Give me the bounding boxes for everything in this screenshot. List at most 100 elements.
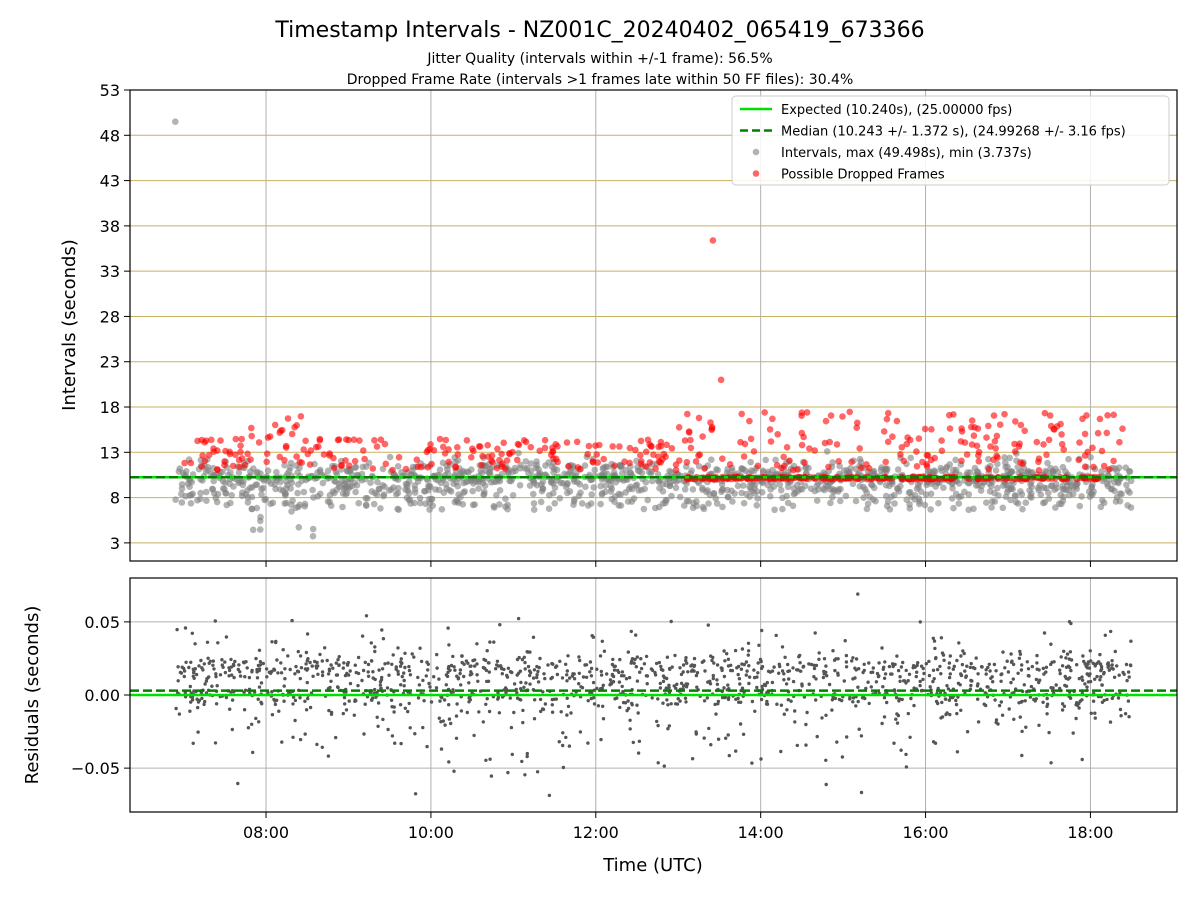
interval-point — [1098, 468, 1105, 475]
dropped-frame-point — [740, 453, 748, 460]
interval-point — [244, 499, 252, 506]
interval-point — [475, 485, 482, 492]
residual-point — [831, 649, 835, 653]
residual-point — [667, 724, 671, 728]
dropped-frame-point — [652, 465, 659, 473]
dropped-frame-point — [476, 443, 484, 450]
interval-point — [533, 461, 540, 469]
residual-point — [726, 664, 731, 668]
residual-point — [1001, 650, 1005, 654]
interval-point — [530, 506, 538, 513]
residual-point — [232, 663, 236, 668]
residual-point — [304, 650, 309, 655]
residual-point — [1035, 661, 1039, 665]
dropped-frame-point — [291, 424, 298, 431]
residual-point — [654, 661, 659, 666]
residual-point — [824, 758, 828, 762]
residual-point — [921, 677, 925, 682]
dropped-frame-point — [1015, 443, 1023, 450]
dropped-frame-point — [214, 447, 221, 454]
residual-point — [904, 752, 908, 757]
residual-point — [495, 663, 499, 667]
residual-point — [590, 634, 594, 638]
residual-point — [675, 682, 679, 686]
residual-point — [827, 682, 832, 687]
residual-point — [1012, 717, 1016, 721]
dropped-frame-point — [463, 437, 471, 444]
interval-point — [764, 468, 772, 476]
dropped-frame-point — [232, 451, 239, 459]
dropped-frame-point — [938, 437, 945, 444]
residual-point — [882, 665, 886, 669]
interval-point — [779, 505, 786, 513]
chart-legend: Expected (10.240s), (25.00000 fps)Median… — [731, 95, 1170, 186]
interval-point — [244, 494, 252, 501]
residual-point — [320, 659, 324, 663]
dropped-frame-point — [921, 425, 929, 433]
residual-point — [683, 696, 688, 700]
residual-point — [932, 677, 936, 681]
residual-point — [290, 618, 294, 623]
residual-point — [877, 674, 881, 678]
dropped-frame-point — [237, 448, 244, 456]
interval-point — [608, 495, 616, 503]
interval-point — [1126, 489, 1133, 496]
dropped-frame-point — [320, 451, 328, 458]
residual-point — [306, 657, 310, 661]
interval-point — [249, 526, 257, 534]
residual-point — [238, 674, 243, 678]
residual-point — [733, 648, 738, 653]
interval-point — [527, 467, 535, 475]
residual-point — [329, 679, 333, 683]
residual-point — [626, 699, 630, 703]
dropped-frame-point — [298, 459, 306, 467]
intervals-y-tick-label: 23 — [100, 353, 120, 372]
interval-point — [784, 499, 792, 507]
dropped-frame-point — [685, 428, 693, 435]
dropped-frame-point — [746, 417, 753, 425]
residual-point — [242, 690, 246, 694]
dropped-frame-point — [913, 448, 920, 455]
interval-point — [708, 456, 715, 464]
residual-point — [961, 649, 965, 653]
residual-point — [390, 705, 394, 709]
residual-point — [842, 679, 846, 683]
residual-point — [681, 663, 686, 667]
residual-point — [276, 671, 280, 675]
dropped-frame-point — [811, 447, 818, 454]
dropped-frame-point — [585, 442, 593, 450]
dropped-frame-point — [659, 456, 666, 463]
residual-point — [523, 773, 527, 777]
residual-point — [456, 676, 461, 680]
residual-point — [525, 751, 529, 756]
residuals-y-tick-label: −0.05 — [71, 759, 120, 778]
residual-point — [628, 718, 632, 722]
interval-point — [1115, 464, 1123, 472]
interval-point — [852, 497, 860, 505]
residual-point — [298, 737, 303, 742]
dropped-frame-point — [880, 428, 888, 435]
dropped-frame-point — [822, 417, 830, 425]
interval-point — [248, 505, 255, 513]
residual-point — [230, 727, 234, 732]
residual-point — [505, 675, 510, 679]
residual-point — [265, 675, 269, 679]
dropped-frame-point — [681, 437, 689, 444]
residual-point — [437, 716, 441, 720]
interval-point — [172, 118, 179, 125]
residual-point — [650, 696, 654, 700]
residual-point — [335, 673, 340, 677]
dropped-frame-point — [1051, 426, 1058, 433]
residual-point — [561, 743, 565, 748]
residual-point — [1058, 668, 1062, 672]
residual-point — [1110, 666, 1114, 670]
residual-point — [550, 710, 555, 714]
dropped-frame-point — [1081, 463, 1089, 471]
interval-point — [740, 482, 747, 489]
residual-point — [904, 765, 909, 769]
residual-point — [203, 699, 207, 704]
residual-point — [672, 684, 676, 688]
residual-point — [994, 669, 998, 673]
dropped-frame-point — [1079, 415, 1086, 423]
interval-point — [1115, 479, 1122, 487]
